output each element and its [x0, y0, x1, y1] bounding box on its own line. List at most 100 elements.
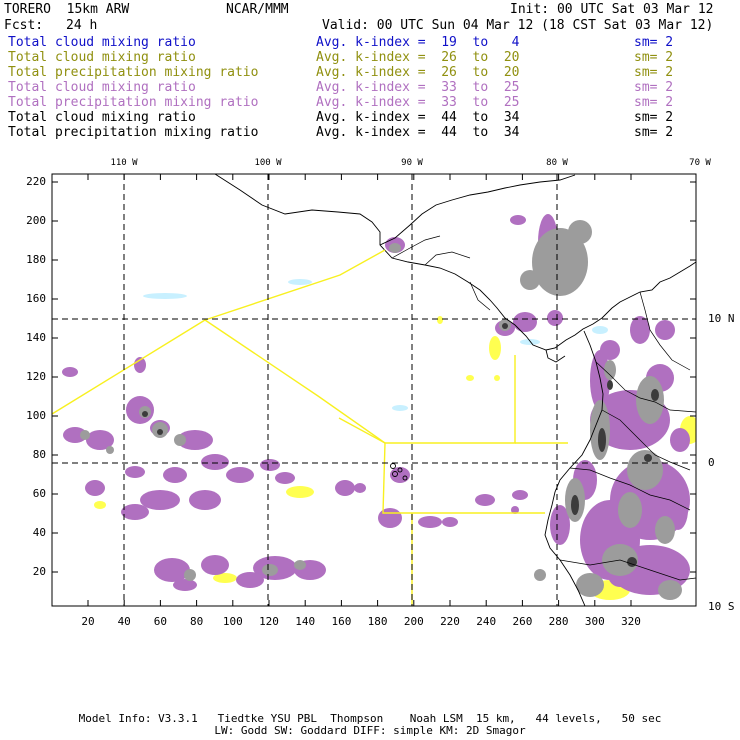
y-tick-label: 60 — [32, 487, 46, 500]
model-info: Model Info: V3.3.1 Tiedtke YSU PBL Thomp… — [78, 712, 662, 725]
cloud-dark-core — [644, 454, 652, 462]
legend-row: Total cloud mixing ratio Avg. k-index = 3… — [0, 80, 740, 95]
cloud-gray — [184, 569, 196, 581]
x-tick-label: 100 — [222, 615, 243, 628]
precip-purple — [63, 427, 87, 443]
legend-kindex: Avg. k-index = 33 to 25 — [316, 80, 520, 95]
precip-purple — [335, 480, 355, 496]
precip-purple — [201, 555, 229, 575]
legend-row: Total cloud mixing ratio Avg. k-index = 4… — [0, 110, 740, 125]
x-tick-label: 180 — [367, 615, 388, 628]
legend-field: Total cloud mixing ratio — [8, 110, 196, 125]
y-tick-label: 100 — [26, 409, 46, 422]
x-tick-label: 140 — [295, 615, 316, 628]
cloud-dark-core — [607, 380, 613, 390]
cloud-gray — [389, 243, 401, 253]
x-tick-label: 220 — [440, 615, 460, 628]
precip-purple — [86, 430, 114, 450]
y-tick-label: 200 — [26, 214, 46, 227]
precip-purple — [154, 558, 190, 582]
lon-label-110w: 110 W — [110, 158, 138, 168]
x-tick-label: 260 — [512, 615, 533, 628]
precip-fields — [62, 214, 696, 600]
forecast-hours: 24 h — [66, 18, 98, 33]
legend-field: Total precipitation mixing ratio — [8, 95, 259, 110]
cloud-gray — [627, 450, 663, 490]
legend-smoothing: sm= 2 — [634, 35, 674, 50]
legend-kindex: Avg. k-index = 44 to 34 — [316, 125, 520, 140]
legend-row: Total cloud mixing ratio Avg. k-index = 2… — [0, 50, 740, 65]
precip-purple — [163, 467, 187, 483]
cloud-gray — [604, 360, 616, 380]
cloud-gray — [262, 564, 278, 576]
precip-purple — [226, 467, 254, 483]
legend-kindex: Avg. k-index = 44 to 34 — [316, 110, 520, 125]
precip-yellow — [94, 501, 106, 509]
lon-label-90w: 90 W — [401, 158, 423, 168]
precip-yellow — [466, 375, 474, 381]
cloud-gray — [655, 516, 675, 544]
cloud-gray — [80, 430, 90, 440]
x-tick-label: 320 — [621, 615, 641, 628]
forecast-label: Fcst: — [4, 18, 44, 33]
valid-time: Valid: 00 UTC Sun 04 Mar 12 (18 CST Sat … — [322, 18, 714, 33]
x-tick-label: 60 — [153, 615, 168, 628]
grid-lines — [52, 174, 696, 606]
cloud-dark-core — [598, 428, 606, 452]
precip-purple — [668, 490, 688, 530]
cloud-gray — [576, 573, 604, 597]
cloud-gray — [658, 580, 682, 600]
precip-purple — [670, 428, 690, 452]
cloud-dark-core — [571, 495, 579, 515]
legend-smoothing: sm= 2 — [634, 50, 674, 65]
legend-field: Total cloud mixing ratio — [8, 50, 196, 65]
legend-row: Total precipitation mixing ratio Avg. k-i… — [0, 95, 740, 110]
precip-purple — [512, 490, 528, 500]
precip-purple — [140, 490, 180, 510]
y-tick-label: 20 — [32, 565, 46, 578]
legend-row: Total precipitation mixing ratio Avg. k-i… — [0, 125, 740, 140]
cloud-gray — [174, 434, 186, 446]
precip-purple — [177, 430, 213, 450]
cloud-cyan — [288, 279, 312, 285]
cloud-cyan — [143, 293, 187, 299]
precip-purple — [547, 310, 563, 326]
y-tick-label: 40 — [32, 526, 46, 539]
legend-smoothing: sm= 2 — [634, 80, 674, 95]
x-tick-label: 280 — [548, 615, 569, 628]
y-tick-label: 80 — [32, 448, 46, 461]
cloud-gray — [532, 228, 588, 296]
cloud-gray — [520, 270, 540, 290]
precip-purple — [513, 312, 537, 332]
precip-yellow — [213, 573, 237, 583]
precip-purple — [510, 215, 526, 225]
legend-field: Total precipitation mixing ratio — [8, 125, 259, 140]
precip-purple — [125, 466, 145, 478]
x-tick-label: 200 — [403, 615, 424, 628]
y-tick-label: 120 — [26, 370, 46, 383]
legend-smoothing: sm= 2 — [634, 65, 674, 80]
precip-yellow — [286, 486, 314, 498]
x-tick-label: 160 — [331, 615, 352, 628]
cloud-gray — [636, 376, 664, 424]
y-tick-label: 180 — [26, 253, 46, 266]
precip-purple — [390, 467, 410, 483]
lon-label-80w: 80 W — [546, 158, 568, 168]
y-tick-label: 220 — [26, 175, 46, 188]
precip-purple — [475, 494, 495, 506]
precip-purple — [275, 472, 295, 484]
precip-purple — [201, 454, 229, 470]
legend-field: Total precipitation mixing ratio — [8, 65, 259, 80]
coastline — [214, 174, 696, 606]
precip-purple — [655, 320, 675, 340]
legend-row: Total precipitation mixing ratio Avg. k-i… — [0, 65, 740, 80]
precip-yellow — [489, 336, 501, 360]
cloud-cyan — [392, 405, 408, 411]
legend-field: Total cloud mixing ratio — [8, 80, 196, 95]
legend-smoothing: sm= 2 — [634, 110, 674, 125]
legend-smoothing: sm= 2 — [634, 95, 674, 110]
cloud-gray — [534, 569, 546, 581]
precip-purple — [85, 480, 105, 496]
precip-purple — [418, 516, 442, 528]
model-physics: LW: Godd SW: Goddard DIFF: simple KM: 2D… — [214, 724, 526, 737]
